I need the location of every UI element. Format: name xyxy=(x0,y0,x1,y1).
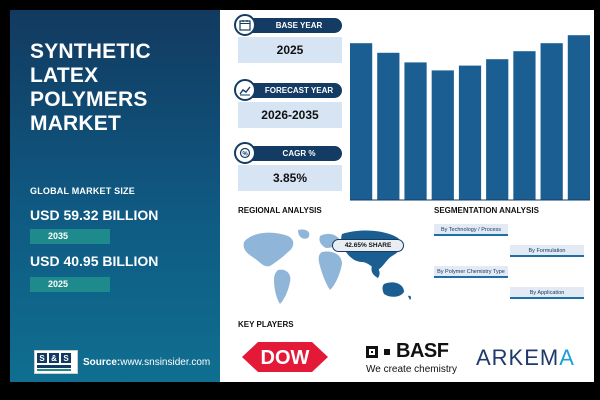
page-title: SYNTHETIC LATEX POLYMERS MARKET xyxy=(30,40,151,135)
infographic: SYNTHETIC LATEX POLYMERS MARKET GLOBAL M… xyxy=(10,10,594,382)
left-panel: SYNTHETIC LATEX POLYMERS MARKET GLOBAL M… xyxy=(10,10,220,382)
cagr-label: CAGR % xyxy=(246,146,342,161)
segmentation-analysis-title: SEGMENTATION ANALYSIS xyxy=(434,206,539,215)
source-text: Source:www.snsinsider.com xyxy=(83,357,210,368)
chart-bar-2 xyxy=(377,52,400,200)
basf-tagline: We create chemistry xyxy=(366,364,457,375)
chart-bar-8 xyxy=(540,43,563,201)
basf-text: BASF xyxy=(396,340,449,362)
global-market-size-label: GLOBAL MARKET SIZE xyxy=(30,186,135,196)
chart-bar-4 xyxy=(431,70,454,201)
market-value-2035: USD 59.32 BILLION xyxy=(30,207,159,223)
key-players-title: KEY PLAYERS xyxy=(238,320,294,329)
dow-text: DOW xyxy=(261,347,310,369)
chart-bar-5 xyxy=(458,65,482,200)
source-url[interactable]: www.snsinsider.com xyxy=(120,356,211,368)
world-map xyxy=(243,229,412,304)
cagr-card: CAGR % % 3.85% xyxy=(234,142,342,191)
chart-bar-6 xyxy=(486,59,509,201)
regional-share-badge: 42.65% SHARE xyxy=(332,239,404,252)
regional-analysis-title: REGIONAL ANALYSIS xyxy=(238,206,322,215)
segment-formulation: By Formulation xyxy=(510,245,584,257)
segment-polymer-chemistry: By Polymer Chemistry Type xyxy=(434,266,508,278)
chart-bar-3 xyxy=(404,62,427,201)
logo-mark-icon: S & S xyxy=(37,353,71,371)
basf-square-icon xyxy=(366,345,378,358)
svg-text:%: % xyxy=(242,152,248,158)
base-year-card: BASE YEAR 2025 xyxy=(234,14,342,63)
forecast-year-value: 2026-2035 xyxy=(238,102,342,128)
arkema-logo: ARKEMA xyxy=(476,345,575,371)
bar-chart xyxy=(350,35,590,201)
segment-application: By Application xyxy=(510,287,584,299)
source-label: Source: xyxy=(83,356,121,368)
dow-logo: DOW xyxy=(242,342,328,372)
market-value-2025: USD 40.95 BILLION xyxy=(30,253,159,269)
arkema-text-accent: A xyxy=(559,345,575,370)
chart-bar-7 xyxy=(513,51,536,201)
arkema-text-main: ARKEM xyxy=(476,345,560,370)
growth-icon: % xyxy=(234,142,256,164)
calendar-icon xyxy=(234,14,256,36)
chart-icon xyxy=(234,79,256,101)
chart-bar-9 xyxy=(567,35,590,201)
sns-insider-logo: S & S xyxy=(34,350,78,374)
forecast-year-card: FORECAST YEAR 2026-2035 xyxy=(234,79,342,128)
basf-dot-icon xyxy=(384,348,390,355)
svg-text:&: & xyxy=(51,354,57,363)
segment-technology: By Technology / Process xyxy=(434,224,508,236)
basf-logo: BASF We create chemistry xyxy=(366,340,457,375)
chart-bar-1 xyxy=(350,43,373,201)
year-badge-2035: 2035 xyxy=(30,229,110,244)
forecast-year-label: FORECAST YEAR xyxy=(246,83,342,98)
base-year-value: 2025 xyxy=(238,37,342,63)
cagr-value: 3.85% xyxy=(238,165,342,191)
base-year-label: BASE YEAR xyxy=(246,18,342,33)
svg-text:S: S xyxy=(39,354,45,363)
year-badge-2025: 2025 xyxy=(30,277,110,292)
svg-text:S: S xyxy=(63,354,69,363)
source-line: S & S Source:www.snsinsider.com xyxy=(34,350,210,374)
